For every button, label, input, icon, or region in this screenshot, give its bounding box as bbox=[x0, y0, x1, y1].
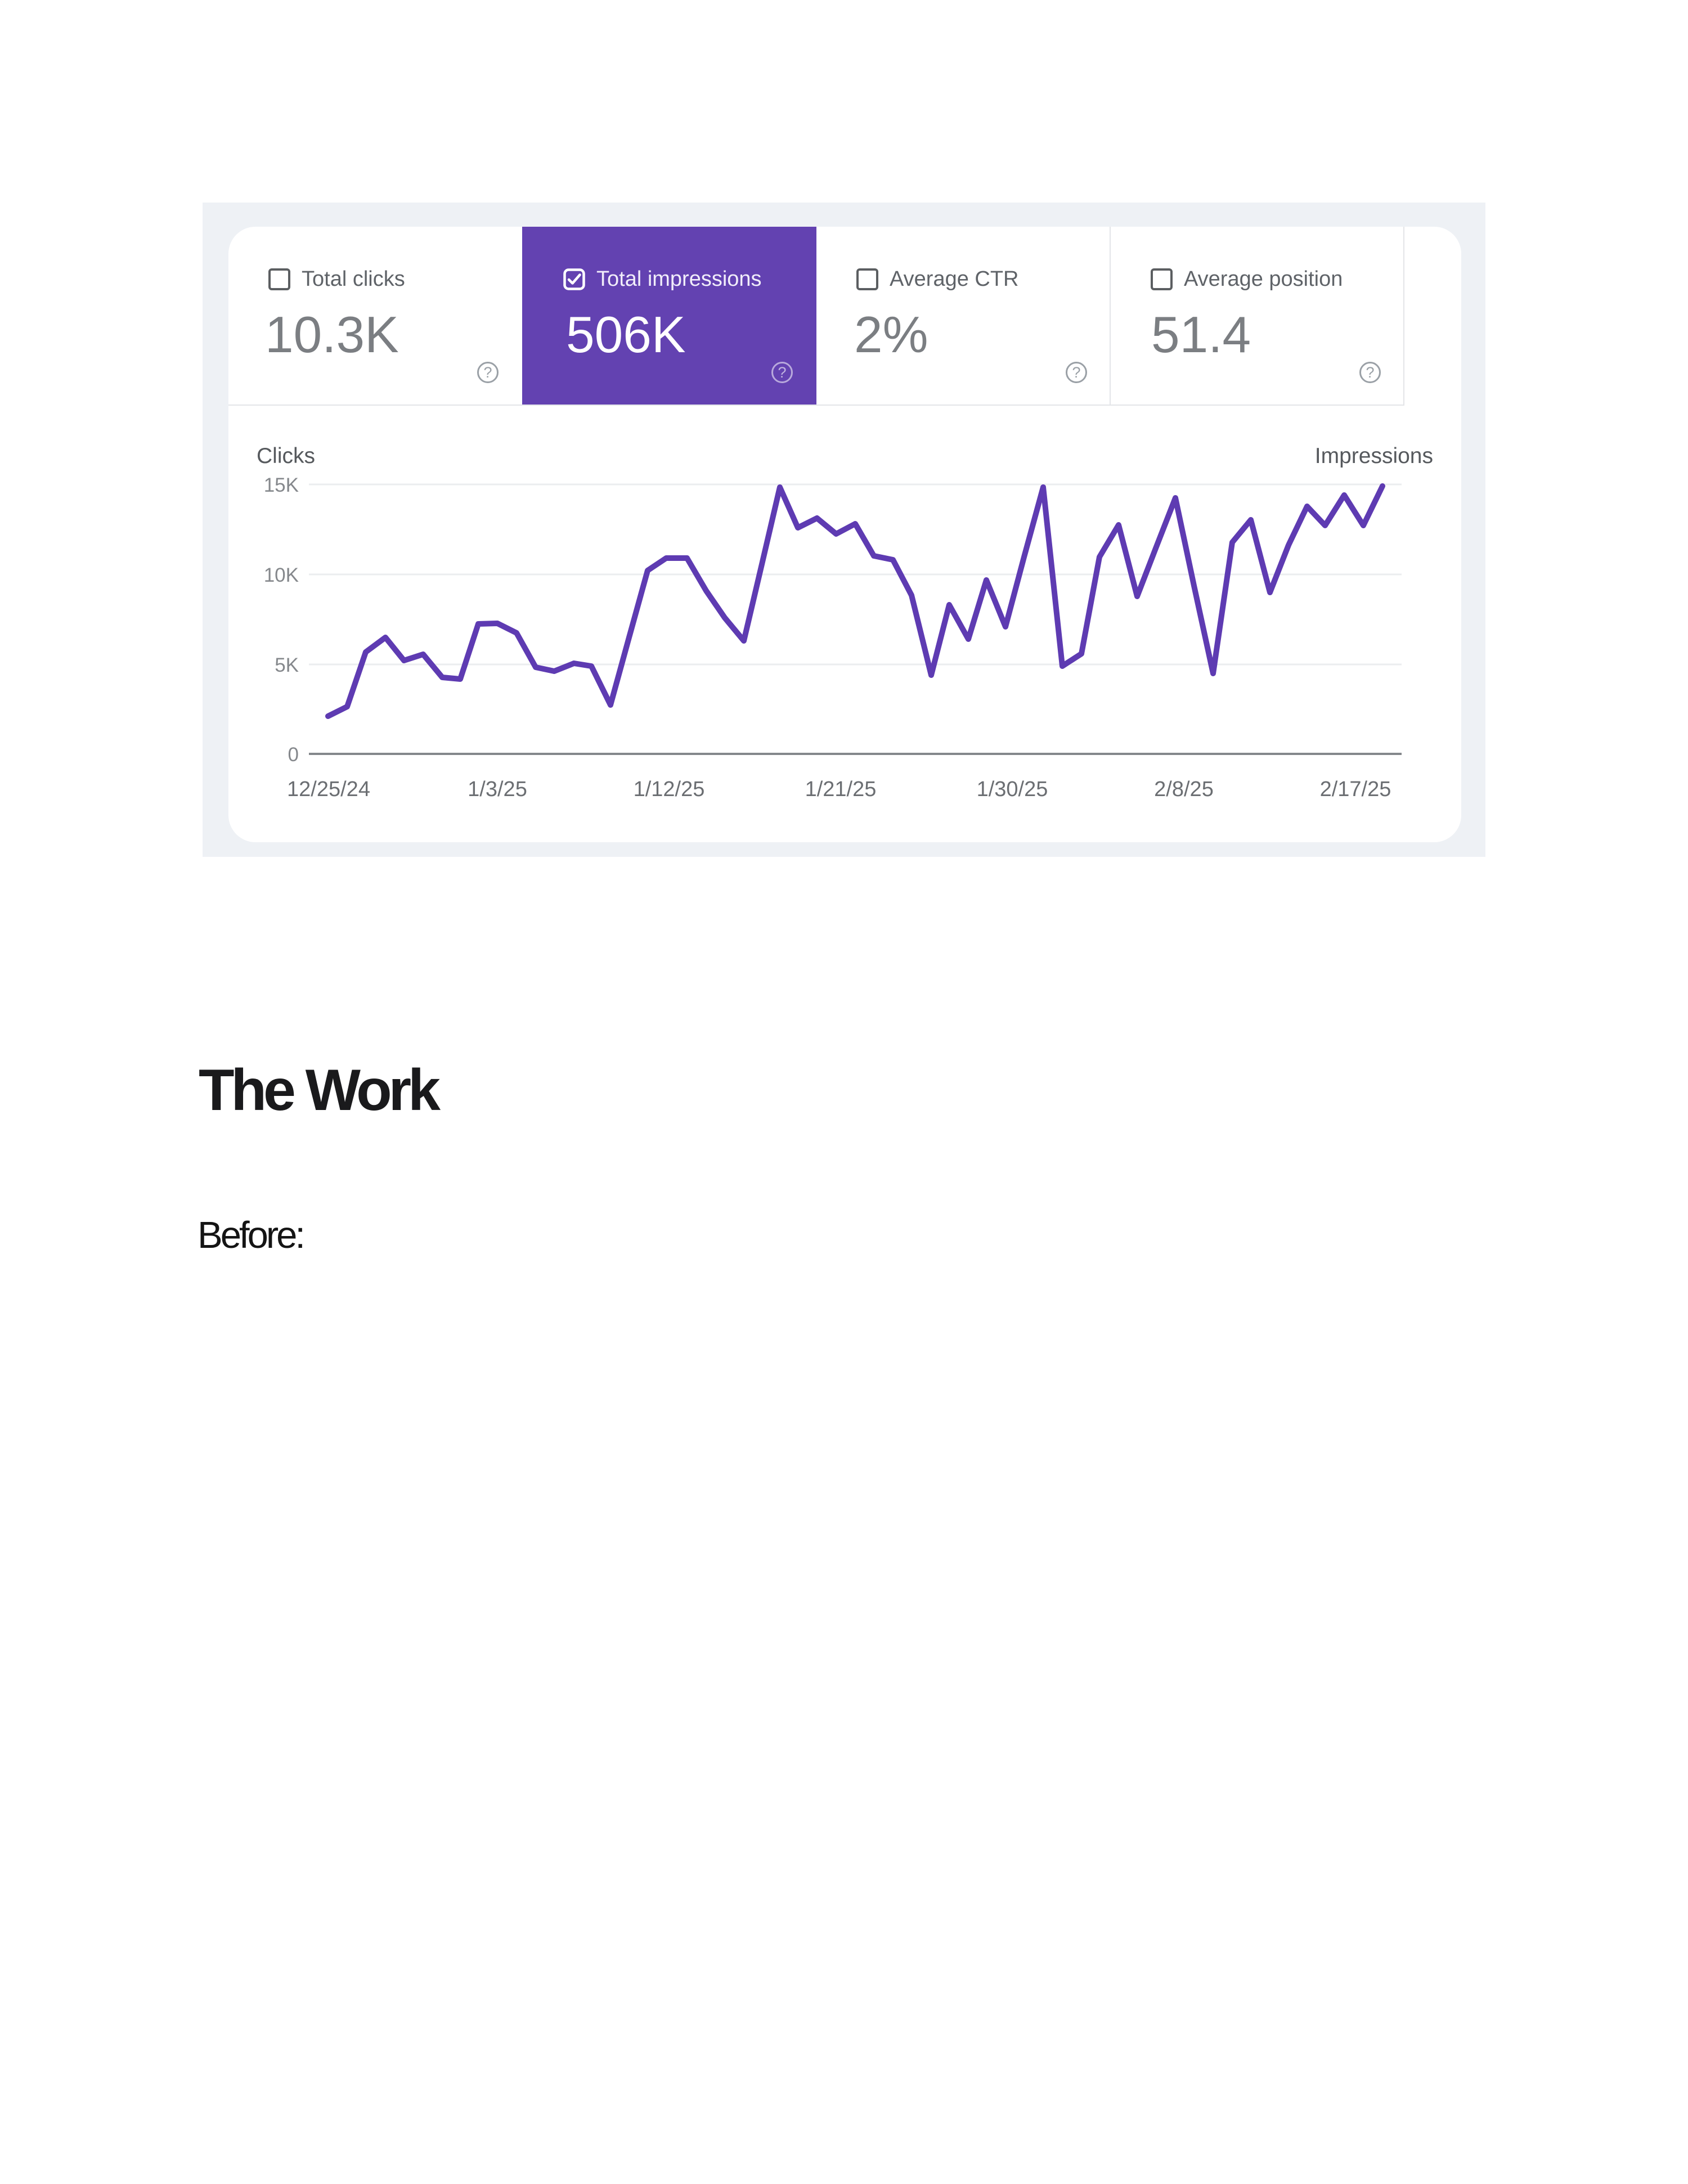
svg-text:2/17/25: 2/17/25 bbox=[1320, 778, 1391, 801]
svg-text:Clicks: Clicks bbox=[257, 444, 315, 468]
svg-text:1/3/25: 1/3/25 bbox=[468, 778, 527, 801]
svg-text:15K: 15K bbox=[264, 474, 299, 496]
svg-text:1/21/25: 1/21/25 bbox=[805, 778, 877, 801]
svg-text:10K: 10K bbox=[264, 564, 299, 586]
svg-text:1/12/25: 1/12/25 bbox=[634, 778, 705, 801]
svg-text:2/8/25: 2/8/25 bbox=[1154, 778, 1214, 801]
svg-text:0: 0 bbox=[288, 744, 299, 766]
svg-text:12/25/24: 12/25/24 bbox=[287, 778, 370, 801]
svg-text:5K: 5K bbox=[275, 654, 299, 676]
svg-text:Impressions: Impressions bbox=[1315, 444, 1433, 468]
svg-text:1/30/25: 1/30/25 bbox=[977, 778, 1048, 801]
